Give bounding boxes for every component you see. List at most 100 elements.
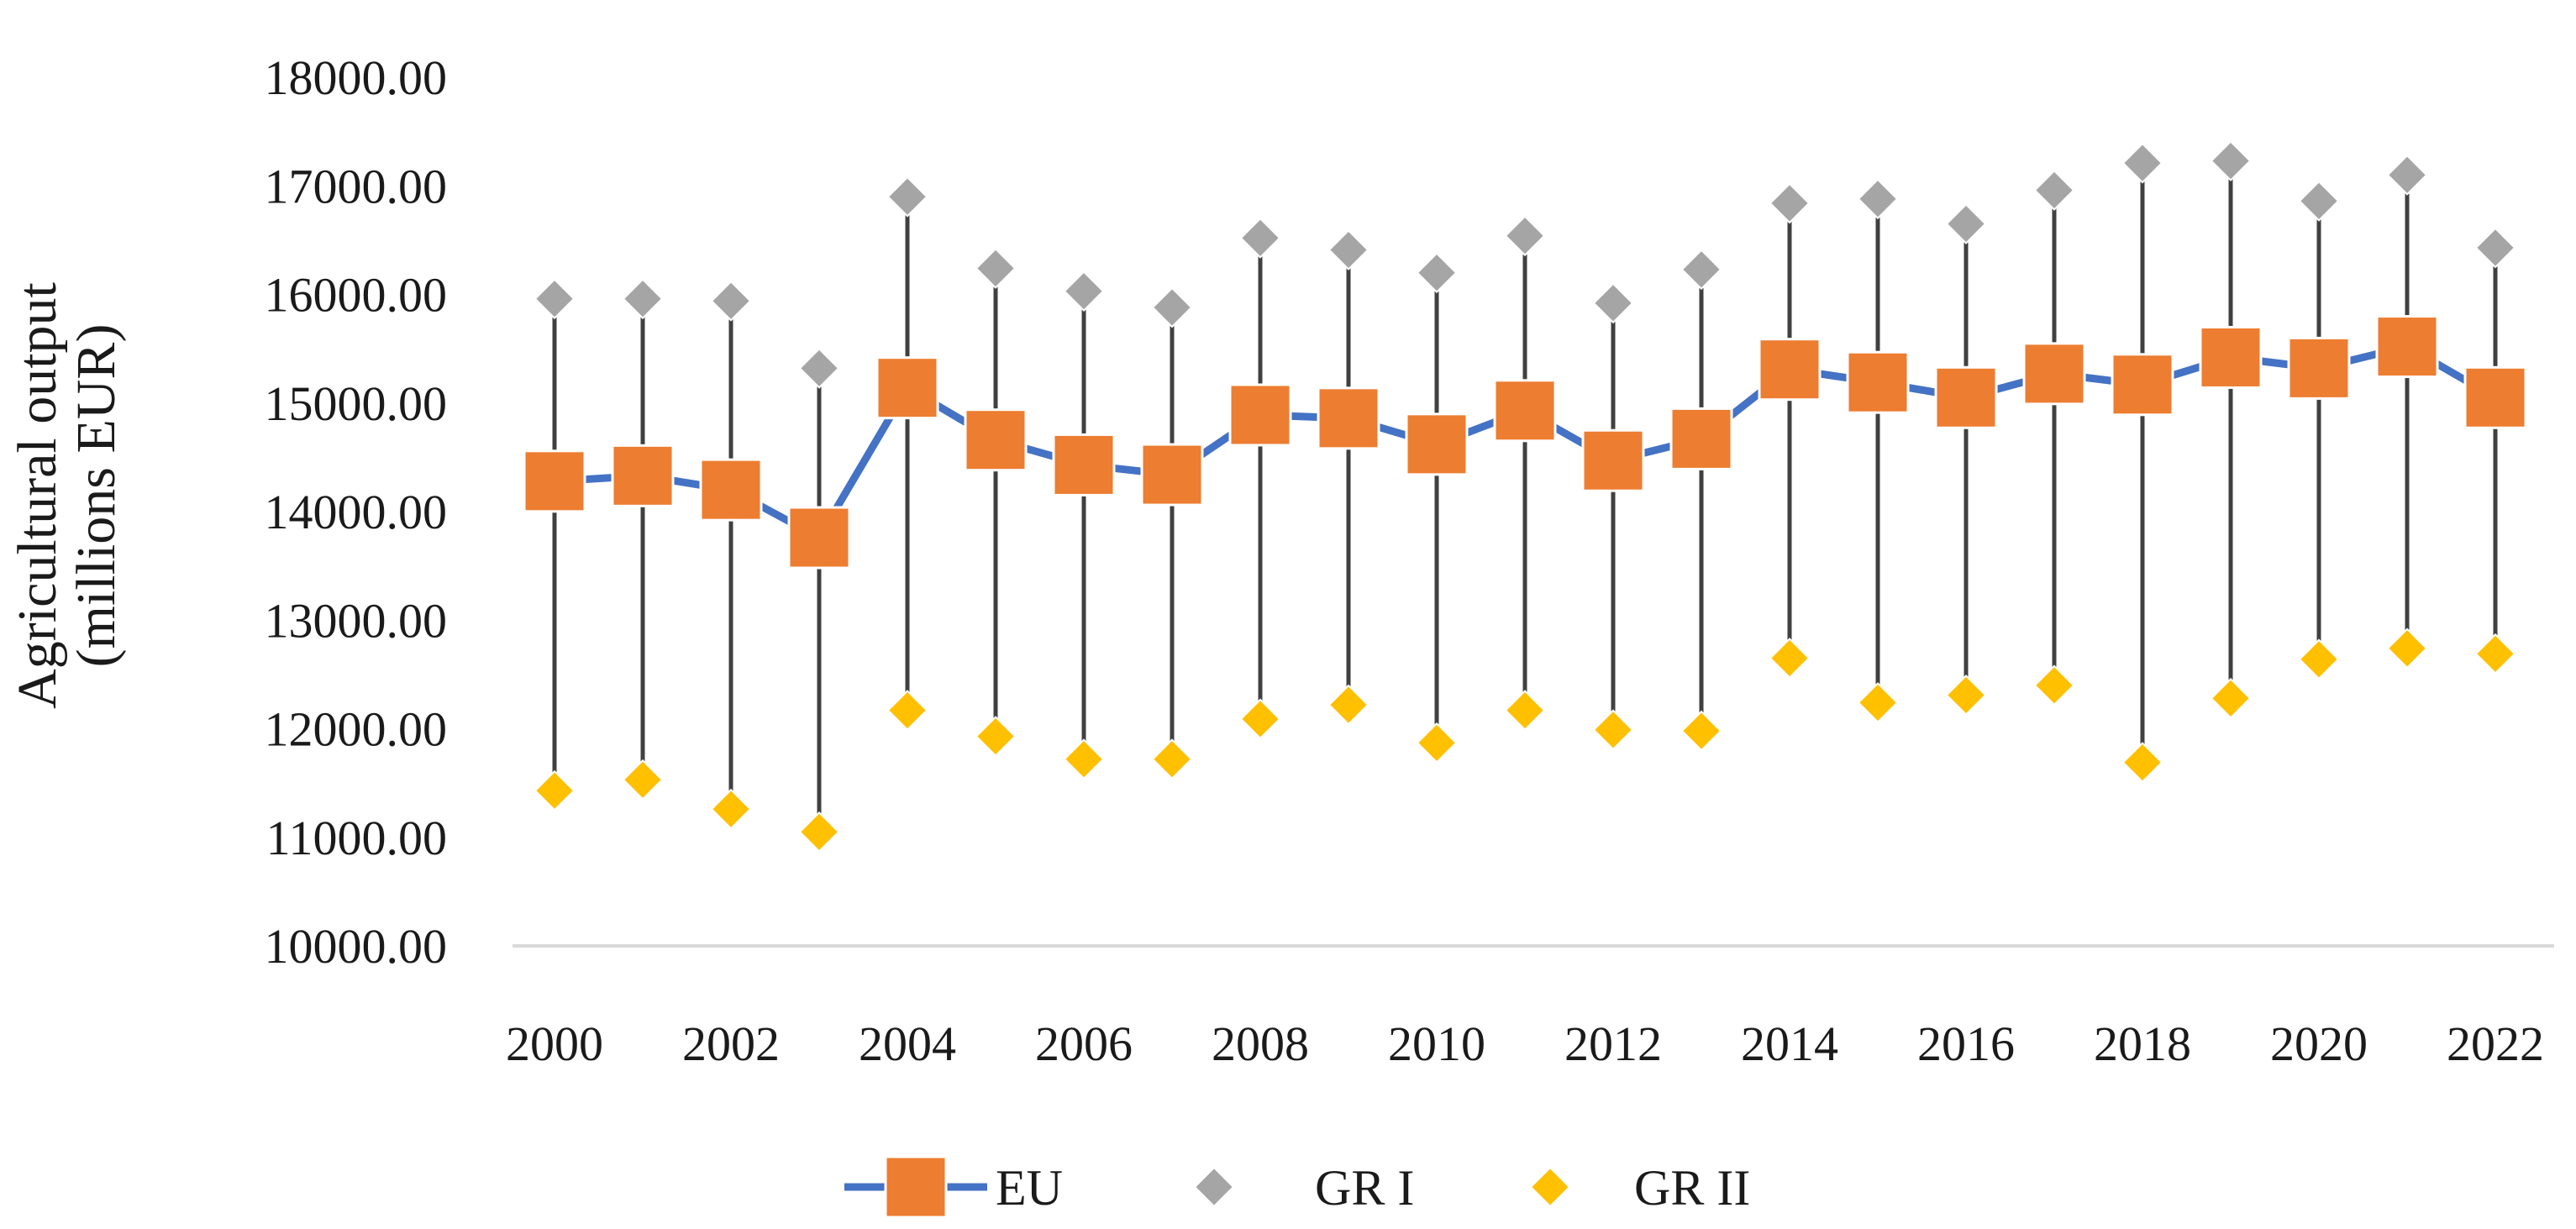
data-point-gr-ii: [2298, 638, 2340, 680]
data-point-gr-i: [2474, 227, 2516, 269]
data-point-gr-ii: [1504, 690, 1546, 731]
data-point-gr-i: [1151, 286, 1193, 328]
y-tick-label: 13000.00: [265, 593, 448, 648]
legend-marker-gr-ii: [1529, 1166, 1571, 1208]
data-point-gr-i: [886, 176, 928, 218]
x-tick-label: 2004: [859, 1016, 956, 1071]
x-tick-label: 2018: [2094, 1016, 2191, 1071]
data-point-eu: [2463, 365, 2527, 429]
y-tick-label: 11000.00: [266, 811, 447, 865]
data-point-eu: [1669, 407, 1733, 470]
data-point-eu: [699, 458, 763, 522]
y-tick-label: 12000.00: [265, 702, 448, 757]
data-point-gr-ii: [1592, 709, 1634, 751]
data-point-gr-i: [1416, 252, 1458, 294]
data-point-eu: [2375, 315, 2439, 379]
y-axis-title: Agricultural output (millions EUR): [7, 282, 127, 709]
x-tick-label: 2022: [2447, 1016, 2544, 1071]
legend-item-gr-i: GR I: [1193, 1160, 1414, 1216]
data-point-gr-i: [2033, 170, 2075, 211]
data-point-eu: [2199, 325, 2263, 389]
y-tick-label: 10000.00: [265, 919, 448, 974]
y-tick-label: 14000.00: [265, 485, 448, 539]
data-point-eu: [1405, 412, 1469, 476]
x-tick-label: 2006: [1035, 1016, 1133, 1071]
data-point-gr-i: [1327, 229, 1369, 270]
data-point-gr-ii: [710, 788, 752, 830]
data-point-gr-i: [1239, 217, 1281, 259]
data-point-gr-ii: [2210, 677, 2252, 719]
data-point-gr-ii: [798, 811, 840, 853]
data-point-gr-i: [1504, 215, 1546, 257]
data-point-gr-i: [975, 248, 1017, 289]
range-lines: [552, 160, 2498, 832]
data-point-gr-ii: [1945, 675, 1987, 716]
x-tick-label: 2012: [1564, 1016, 1662, 1071]
data-point-gr-ii: [1063, 738, 1105, 780]
data-point-eu: [2111, 353, 2174, 417]
data-point-gr-ii: [622, 759, 664, 801]
data-point-gr-ii: [1769, 638, 1811, 679]
data-point-gr-i: [1769, 182, 1811, 224]
data-point-gr-ii: [1416, 722, 1458, 764]
x-tick-label: 2000: [506, 1016, 603, 1071]
data-point-gr-ii: [2386, 628, 2428, 670]
data-point-gr-ii: [2474, 633, 2516, 675]
data-point-gr-i: [798, 347, 840, 389]
legend-item-eu: EU: [844, 1155, 1063, 1219]
data-point-gr-i: [710, 280, 752, 322]
x-tick-label: 2014: [1741, 1016, 1838, 1071]
data-point-eu: [1846, 350, 1910, 414]
data-point-gr-i: [1063, 270, 1105, 313]
data-point-gr-i: [1680, 249, 1722, 291]
data-point-eu: [611, 444, 675, 507]
data-point-gr-ii: [2121, 742, 2163, 783]
data-point-eu: [875, 356, 939, 420]
data-point-gr-i: [2298, 180, 2340, 222]
data-point-eu: [1052, 433, 1116, 496]
legend-marker-gr-i: [1193, 1166, 1235, 1208]
y-tick-label: 16000.00: [265, 268, 448, 323]
data-point-eu: [1317, 386, 1380, 450]
data-point-gr-i: [2386, 154, 2428, 196]
data-point-eu: [964, 408, 1028, 472]
legend-label-eu: EU: [996, 1160, 1063, 1216]
data-point-eu: [2022, 342, 2086, 406]
data-point-gr-i: [1857, 178, 1899, 220]
data-point-gr-ii: [886, 690, 928, 731]
data-point-gr-ii: [534, 769, 576, 811]
data-point-eu: [2287, 336, 2351, 400]
data-point-gr-i: [1592, 282, 1634, 324]
y-tick-label: 18000.00: [265, 50, 448, 105]
data-point-gr-ii: [975, 716, 1017, 757]
y-tick-label: 15000.00: [265, 376, 448, 431]
data-point-gr-i: [1945, 203, 1987, 244]
x-tick-label: 2016: [1917, 1016, 2015, 1071]
legend: EU GR I GR II: [844, 1155, 1750, 1219]
data-point-gr-i: [622, 278, 664, 320]
data-point-gr-i: [2210, 140, 2252, 181]
legend-label-gr-i: GR I: [1315, 1160, 1414, 1216]
data-point-eu: [1581, 428, 1645, 492]
data-point-eu: [523, 449, 586, 513]
x-tick-label: 2010: [1388, 1016, 1485, 1071]
data-point-gr-ii: [1327, 684, 1369, 726]
x-tick-label: 2008: [1212, 1016, 1309, 1071]
data-point-gr-i: [2121, 142, 2163, 184]
data-point-eu: [1228, 383, 1292, 447]
y-axis-ticks: 10000.00 11000.00 12000.00 13000.00 14000.00…: [265, 50, 448, 974]
data-point-eu: [1934, 365, 1998, 429]
data-point-gr-ii: [1680, 710, 1722, 752]
data-point-eu: [1758, 338, 1822, 402]
markers: [523, 140, 2527, 853]
data-point-gr-ii: [1857, 682, 1899, 723]
data-point-gr-ii: [1239, 698, 1281, 740]
data-point-gr-i: [534, 278, 576, 320]
data-point-gr-ii: [1151, 738, 1193, 780]
y-axis-title-line1: Agricultural output: [7, 282, 68, 709]
x-tick-label: 2002: [682, 1016, 780, 1071]
data-point-gr-ii: [2033, 664, 2075, 706]
x-axis: 2000 2002 2004 2006 2008 2010 2012 2014 2016 2018…: [506, 944, 2554, 1071]
y-axis-title-line2: (millions EUR): [66, 324, 127, 668]
